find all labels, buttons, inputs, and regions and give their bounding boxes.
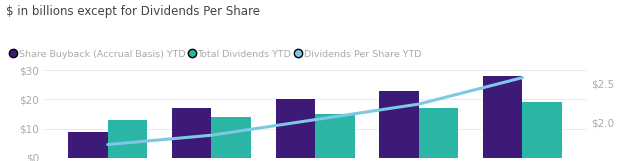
Bar [212, 117, 251, 158]
Bar [315, 114, 354, 158]
Bar [172, 108, 212, 158]
Legend: Share Buyback (Accrual Basis) YTD, Total Dividends YTD, Dividends Per Share YTD: Share Buyback (Accrual Basis) YTD, Total… [11, 50, 421, 59]
Bar [379, 91, 419, 158]
Bar [419, 108, 458, 158]
Bar [69, 132, 108, 158]
Bar [483, 76, 522, 158]
Bar [108, 120, 147, 158]
Bar [522, 102, 562, 158]
Text: $ in billions except for Dividends Per Share: $ in billions except for Dividends Per S… [6, 5, 260, 18]
Bar [276, 99, 315, 158]
